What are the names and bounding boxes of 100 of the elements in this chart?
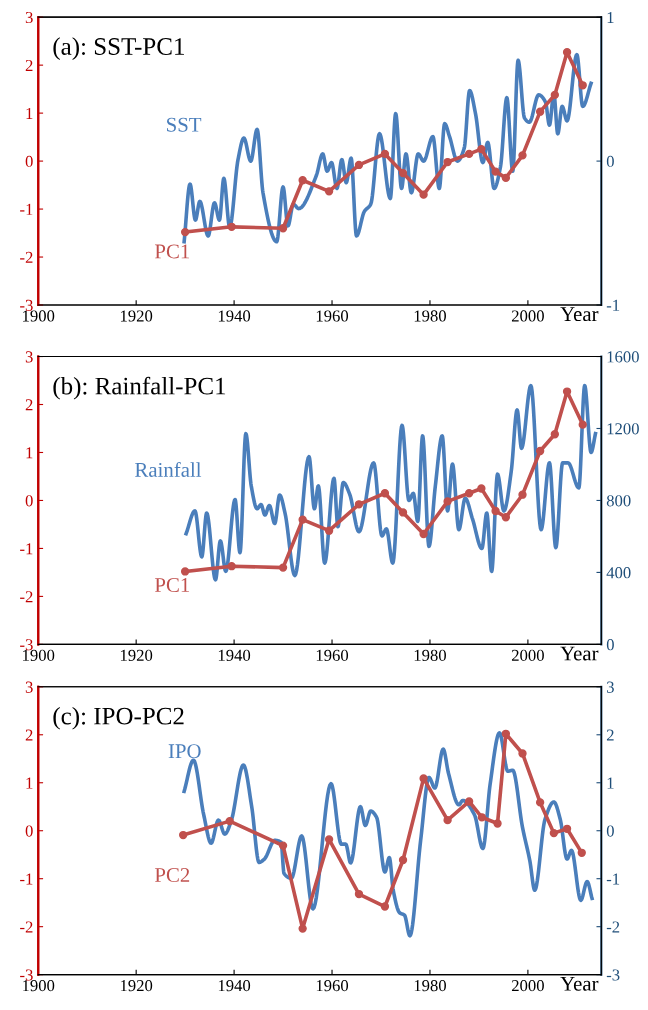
x-axis-title: Year bbox=[560, 976, 599, 991]
series-label: PC1 bbox=[154, 578, 190, 593]
point bbox=[491, 506, 500, 516]
y2-tick-label: 1 bbox=[607, 777, 614, 789]
text: (a): SST-PC1 bbox=[53, 37, 184, 60]
y-tick-label: 1 bbox=[26, 447, 33, 459]
point bbox=[278, 841, 288, 850]
x-tick-label: 1940 bbox=[218, 979, 251, 992]
point bbox=[477, 813, 487, 822]
point bbox=[578, 420, 587, 429]
y2-tick-label: 1600 bbox=[607, 351, 639, 363]
series-label: PC2 bbox=[154, 868, 190, 882]
point bbox=[491, 167, 500, 176]
y2-tick-label: 1 bbox=[607, 11, 614, 23]
point bbox=[493, 819, 502, 828]
y-tick-label: -1 bbox=[20, 873, 33, 885]
x-tick-label: 1960 bbox=[316, 979, 349, 992]
point bbox=[398, 855, 408, 865]
point bbox=[398, 168, 408, 178]
point bbox=[179, 830, 188, 840]
point bbox=[324, 526, 334, 535]
y-tick-label: 2 bbox=[25, 729, 33, 741]
y-tick-label: -3 bbox=[20, 299, 33, 311]
point bbox=[398, 508, 408, 517]
y2-tick-label: 1200 bbox=[607, 423, 639, 435]
point bbox=[464, 797, 474, 806]
x-tick-label: 2000 bbox=[511, 979, 544, 992]
y2-tick-label: 400 bbox=[606, 567, 631, 579]
y-tick-label: -1 bbox=[20, 543, 33, 555]
point bbox=[227, 562, 236, 571]
point bbox=[535, 798, 545, 807]
point bbox=[443, 497, 452, 506]
y-tick-label: 1 bbox=[26, 107, 33, 119]
y2-tick-label: -1 bbox=[606, 873, 620, 885]
x-tick-label: 1960 bbox=[316, 310, 349, 322]
point bbox=[518, 749, 527, 758]
point bbox=[324, 187, 334, 196]
point bbox=[298, 924, 307, 933]
x-tick-label: 1920 bbox=[120, 649, 153, 661]
point bbox=[477, 144, 486, 154]
series-label: Rainfall bbox=[135, 462, 202, 477]
point bbox=[380, 149, 390, 159]
point bbox=[578, 81, 587, 90]
point bbox=[180, 567, 190, 576]
y2-tick-label: 0 bbox=[606, 639, 614, 651]
y-tick-label: 0 bbox=[25, 825, 33, 837]
point bbox=[443, 157, 452, 167]
y-tick-label: 0 bbox=[25, 155, 33, 168]
point bbox=[354, 889, 364, 899]
y2-tick-label: 3 bbox=[607, 681, 614, 693]
y2-tick-label: -3 bbox=[606, 969, 620, 981]
y-tick-label: -2 bbox=[20, 251, 33, 263]
x-tick-label: 1900 bbox=[23, 310, 55, 322]
x-tick-label: 1980 bbox=[414, 310, 446, 322]
point bbox=[419, 774, 428, 783]
point bbox=[464, 489, 474, 498]
y-tick-label: -1 bbox=[20, 203, 33, 215]
series-label: PC1 bbox=[154, 244, 190, 259]
y-tick-label: 3 bbox=[25, 681, 33, 693]
y-tick-label: -2 bbox=[20, 921, 33, 933]
series-label: IPO bbox=[168, 744, 201, 759]
x-tick-label: 1980 bbox=[414, 649, 446, 661]
point bbox=[298, 176, 307, 185]
y2-tick-label: -1 bbox=[606, 299, 620, 311]
y-tick-label: 0 bbox=[25, 495, 33, 507]
y2-tick-label: 0 bbox=[606, 155, 614, 168]
point bbox=[550, 430, 559, 439]
point bbox=[535, 446, 545, 456]
point bbox=[380, 489, 390, 498]
point bbox=[501, 729, 511, 738]
point bbox=[443, 816, 452, 825]
y-tick-label: 3 bbox=[25, 11, 33, 24]
point bbox=[477, 484, 486, 493]
point bbox=[549, 828, 559, 838]
text: (c): IPO-PC2 bbox=[53, 706, 184, 730]
y2-tick-label: 800 bbox=[606, 495, 631, 507]
point bbox=[298, 515, 307, 524]
x-tick-label: 2000 bbox=[511, 649, 544, 661]
point bbox=[501, 513, 511, 522]
point bbox=[577, 848, 586, 857]
y-tick-label: 3 bbox=[25, 351, 33, 363]
y2-tick-label: -2 bbox=[606, 921, 620, 933]
point bbox=[562, 824, 572, 833]
point bbox=[501, 173, 511, 183]
x-tick-label: 1960 bbox=[316, 649, 349, 661]
x-axis-title: Year bbox=[560, 307, 599, 322]
point bbox=[518, 151, 527, 160]
y-tick-label: 2 bbox=[25, 399, 33, 411]
point bbox=[225, 816, 234, 826]
point bbox=[419, 190, 428, 199]
x-tick-label: 1940 bbox=[218, 649, 251, 661]
y2-tick-label: 2 bbox=[606, 729, 614, 741]
x-tick-label: 2000 bbox=[511, 310, 544, 322]
point bbox=[180, 227, 190, 237]
point bbox=[518, 490, 527, 499]
text: SST bbox=[167, 117, 202, 132]
point bbox=[278, 224, 288, 233]
y-tick-label: -2 bbox=[20, 591, 33, 603]
point bbox=[354, 160, 364, 170]
point bbox=[380, 902, 390, 911]
